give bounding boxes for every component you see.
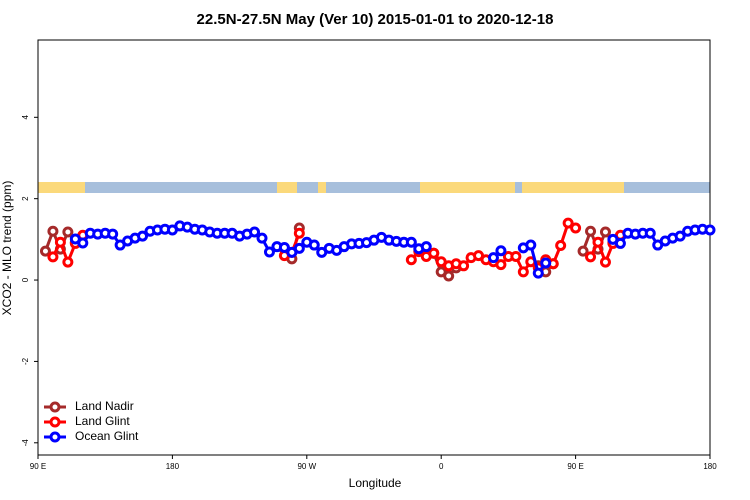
data-point xyxy=(62,256,74,268)
x-tick-label: 180 xyxy=(166,462,180,471)
data-point xyxy=(256,232,268,244)
data-point xyxy=(420,241,432,253)
data-point xyxy=(293,242,305,254)
legend-marker xyxy=(49,401,61,413)
y-tick-label: 4 xyxy=(21,115,30,120)
y-tick-label: 2 xyxy=(21,196,30,201)
data-point xyxy=(540,257,552,269)
data-point xyxy=(510,250,522,262)
data-point xyxy=(293,227,305,239)
data-point xyxy=(495,245,507,257)
x-tick-label: 90 W xyxy=(297,462,316,471)
data-point xyxy=(555,239,567,251)
data-point xyxy=(487,252,499,264)
y-tick-label: 0 xyxy=(21,277,30,282)
data-point xyxy=(107,228,119,240)
y-axis-label: XCO2 - MLO trend (ppm) xyxy=(0,181,14,316)
data-point xyxy=(405,236,417,248)
data-point xyxy=(525,239,537,251)
legend-label: Ocean Glint xyxy=(75,429,139,443)
data-point xyxy=(137,230,149,242)
legend-label: Land Glint xyxy=(75,414,130,428)
legend-label: Land Nadir xyxy=(75,399,134,413)
y-tick-label: -4 xyxy=(21,439,30,447)
data-point xyxy=(532,267,544,279)
chart-title: 22.5N-27.5N May (Ver 10) 2015-01-01 to 2… xyxy=(197,11,554,28)
x-tick-label: 180 xyxy=(703,462,717,471)
map-strip xyxy=(38,182,710,193)
data-point xyxy=(47,251,59,263)
data-point xyxy=(704,224,716,236)
data-point xyxy=(495,259,507,271)
data-point xyxy=(599,226,611,238)
legend-marker xyxy=(49,416,61,428)
x-tick-label: 0 xyxy=(439,462,444,471)
data-point xyxy=(54,236,66,248)
data-point xyxy=(577,245,589,257)
x-tick-label: 90 E xyxy=(567,462,583,471)
plot-frame xyxy=(37,39,711,456)
data-point xyxy=(278,242,290,253)
data-point xyxy=(47,225,59,237)
data-point xyxy=(517,266,529,278)
legend-marker xyxy=(49,431,61,443)
data-point xyxy=(599,256,611,268)
x-tick-label: 90 E xyxy=(30,462,46,471)
y-tick-label: -2 xyxy=(21,357,30,365)
data-point xyxy=(458,260,470,272)
data-point xyxy=(77,237,89,249)
data-point xyxy=(39,245,51,257)
data-point xyxy=(428,247,440,259)
data-point xyxy=(570,222,582,234)
data-point xyxy=(562,217,574,229)
data-point xyxy=(62,226,74,238)
data-point xyxy=(443,270,455,282)
data-point xyxy=(585,225,597,237)
data-point xyxy=(405,254,417,266)
data-point xyxy=(249,226,261,238)
data-point xyxy=(592,236,604,248)
data-point xyxy=(308,239,320,251)
data-point xyxy=(674,230,686,242)
data-point xyxy=(614,237,626,249)
data-point xyxy=(585,251,597,263)
data-point xyxy=(644,227,656,239)
x-axis-label: Longitude xyxy=(349,476,402,490)
data-point xyxy=(263,246,275,258)
